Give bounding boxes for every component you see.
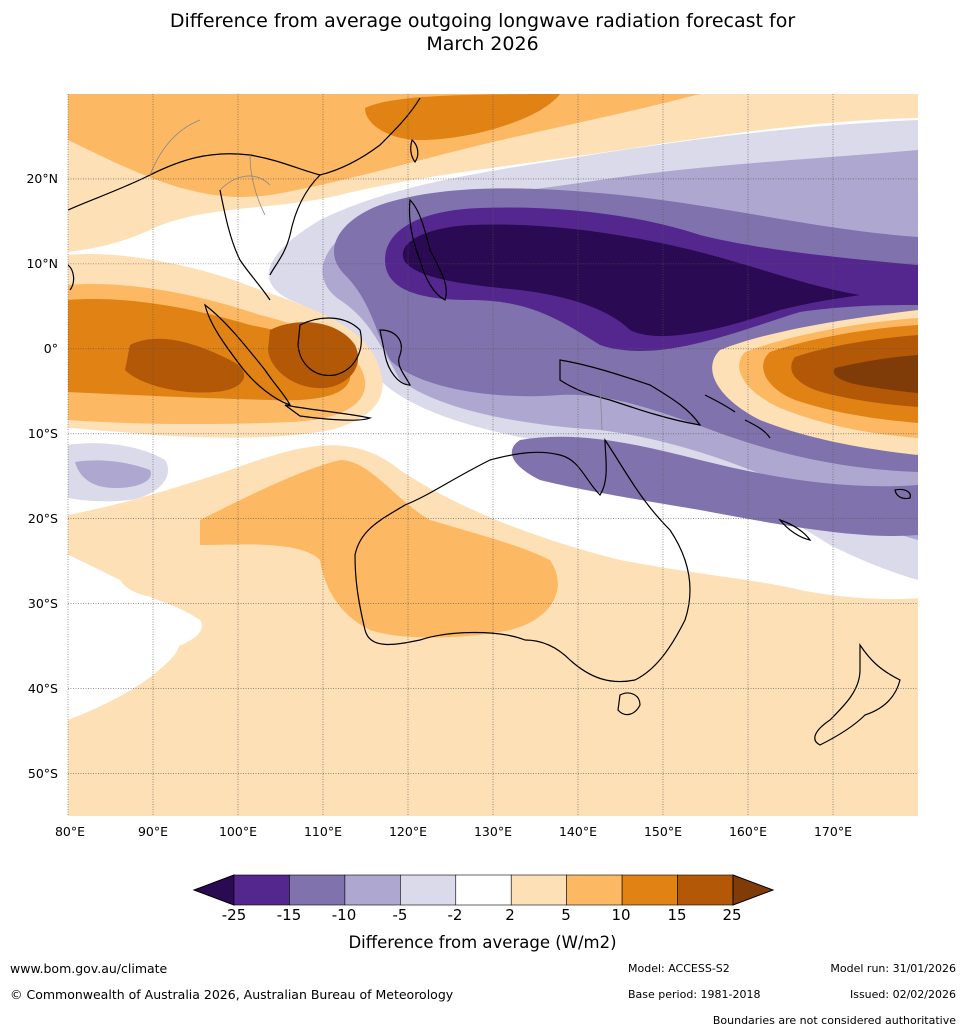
- colorbar-tick-5: 5: [561, 906, 571, 924]
- lon-label-120e: 120°E: [388, 824, 427, 839]
- colorbar-tick-25: 25: [722, 906, 742, 924]
- sumatra-coast: [204, 303, 292, 407]
- lon-label-130e: 130°E: [473, 824, 512, 839]
- colorbar-tick-10: 10: [611, 906, 631, 924]
- lon-label-160e: 160°E: [728, 824, 767, 839]
- borneo-coast: [297, 317, 362, 376]
- new-guinea-coast: [559, 359, 702, 426]
- lon-label-90e: 90°E: [137, 824, 169, 839]
- footer-disclaimer: Boundaries are not considered authoritat…: [712, 1014, 956, 1027]
- colorbar-swatch: [344, 874, 401, 906]
- field-north-positive-10: [68, 94, 700, 197]
- title-line-2: March 2026: [426, 33, 539, 55]
- colorbar-swatch: [621, 874, 678, 906]
- fiji-coast: [894, 488, 911, 500]
- colorbar-tick-minus10: -10: [331, 906, 357, 924]
- lat-label-40s: 40°S: [27, 681, 58, 696]
- colorbar-swatch: [233, 874, 290, 906]
- lat-label-10n: 10°N: [26, 256, 58, 271]
- colorbar-swatch: [455, 874, 512, 906]
- lat-label-0: 0°: [43, 341, 58, 356]
- sri-lanka-coast: [68, 264, 75, 291]
- asia-coast: [68, 97, 421, 301]
- colorbar-tick-minus15: -15: [276, 906, 302, 924]
- field-southwest-positive-5-patch: [117, 548, 217, 599]
- lon-label-150e: 150°E: [643, 824, 682, 839]
- colorbar-swatch: [510, 874, 567, 906]
- solomon-islands-coast: [704, 394, 771, 439]
- colorbar-swatch: [400, 874, 457, 906]
- field-borneo-positive-25: [268, 322, 359, 389]
- colorbar-tick-minus2: -2: [447, 906, 463, 924]
- colorbar-low-extension: [192, 874, 235, 906]
- colorbar-swatches: [192, 874, 775, 906]
- footer-model: Model: ACCESS-S2: [628, 962, 730, 975]
- colorbar-swatch: [289, 874, 346, 906]
- footer-base-period: Base period: 1981-2018: [628, 988, 761, 1001]
- java-coast: [284, 404, 373, 421]
- philippines-coast: [408, 198, 447, 301]
- lon-label-140e: 140°E: [558, 824, 597, 839]
- colorbar-tick-minus5: -5: [392, 906, 408, 924]
- colorbar-swatch: [566, 874, 623, 906]
- footer-model-run: Model run: 31/01/2026: [830, 962, 956, 975]
- field-pacific-positive-extreme: [833, 355, 918, 393]
- map-title: Difference from average outgoing longwav…: [0, 10, 965, 56]
- field-south-neutral: [68, 589, 202, 656]
- lat-label-50s: 50°S: [27, 766, 58, 781]
- sulawesi-coast: [379, 329, 411, 386]
- new-caledonia-coast: [778, 518, 812, 541]
- colorbar-high-extension: [732, 874, 775, 906]
- colorbar-tick-2: 2: [505, 906, 515, 924]
- footer-website-link[interactable]: www.bom.gov.au/climate: [10, 961, 168, 976]
- tasmania-coast: [617, 692, 641, 716]
- field-indian-negative-10: [75, 460, 151, 488]
- lat-label-20s: 20°S: [27, 511, 58, 526]
- field-tropics-negative-25: [402, 224, 860, 337]
- field-coral-sea-negative-10: [511, 436, 918, 536]
- graticule: [67, 94, 918, 816]
- colorbar-swatch: [677, 874, 734, 906]
- lat-label-20n: 20°N: [26, 171, 58, 186]
- lon-label-110e: 110°E: [303, 824, 342, 839]
- field-indian-positive-25: [125, 338, 245, 393]
- colorbar-title: Difference from average (W/m2): [348, 933, 617, 952]
- lat-label-30s: 30°S: [27, 596, 58, 611]
- footer-copyright: © Commonwealth of Australia 2026, Austra…: [10, 987, 454, 1002]
- country-borders: [149, 119, 603, 431]
- taiwan-coast: [410, 138, 419, 164]
- lon-label-170e: 170°E: [813, 824, 852, 839]
- lon-label-100e: 100°E: [218, 824, 257, 839]
- field-south-positive-10: [200, 460, 558, 638]
- colorbar-tick-minus25: -25: [221, 906, 247, 924]
- lat-label-10s: 10°S: [27, 426, 58, 441]
- title-line-1: Difference from average outgoing longwav…: [169, 10, 796, 32]
- new-zealand-coast: [814, 643, 901, 746]
- lon-label-80e: 80°E: [54, 824, 86, 839]
- field-north-positive-15: [365, 94, 560, 140]
- colorbar-tick-15: 15: [667, 906, 687, 924]
- footer-issued: Issued: 02/02/2026: [849, 988, 956, 1001]
